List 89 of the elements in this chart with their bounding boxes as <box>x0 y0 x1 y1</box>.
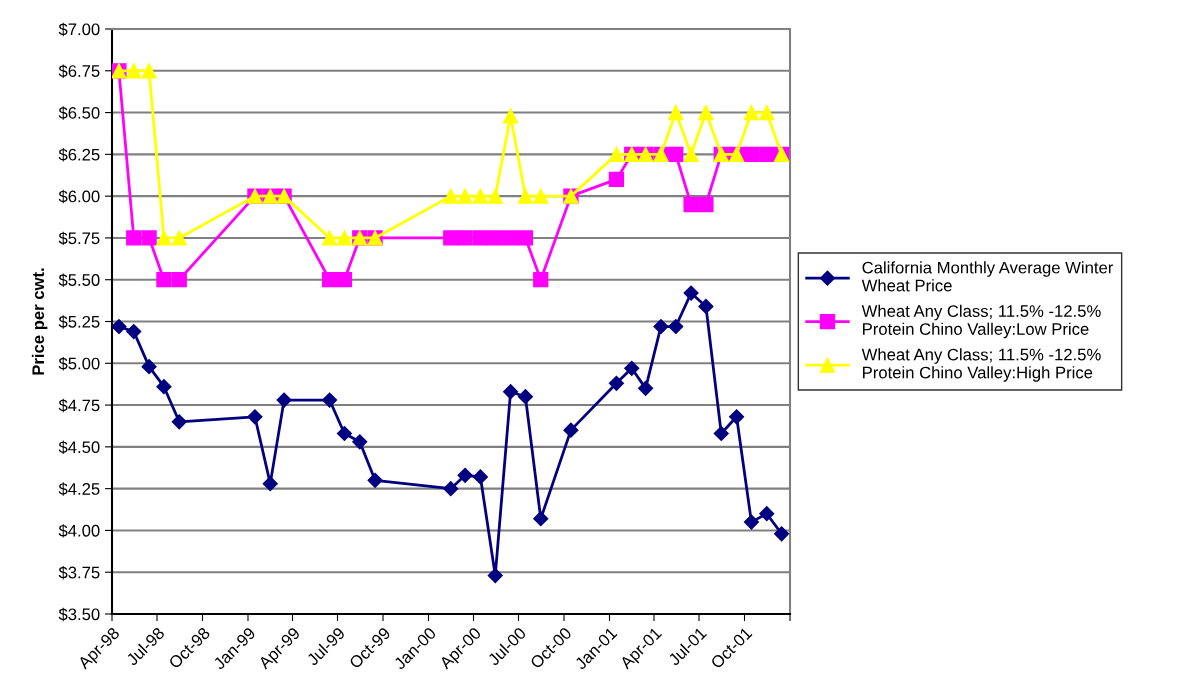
point <box>472 230 489 246</box>
y-tick-label: $7.00 <box>58 22 100 37</box>
legend-label: California Monthly Average Winter Wheat Price <box>861 261 1114 292</box>
point <box>608 375 624 391</box>
point <box>713 425 729 442</box>
point <box>457 230 473 246</box>
point <box>668 146 684 162</box>
point <box>321 272 338 288</box>
point <box>487 230 503 246</box>
point <box>443 230 459 246</box>
point <box>759 104 775 121</box>
point <box>563 422 579 438</box>
y-tick-label: $6.75 <box>58 64 100 78</box>
y-tick-label: $4.75 <box>58 398 100 413</box>
point <box>262 476 278 492</box>
point <box>352 434 368 450</box>
point <box>141 230 157 246</box>
point <box>171 414 187 430</box>
point <box>457 188 473 204</box>
point <box>502 108 519 124</box>
y-tick-label: $6.25 <box>58 148 100 162</box>
point <box>743 514 759 530</box>
y-tick-label: $4.25 <box>58 482 100 496</box>
point <box>443 481 459 497</box>
y-tick-label: $3.50 <box>58 607 100 622</box>
y-tick-label: $5.00 <box>58 356 100 371</box>
point <box>698 298 714 315</box>
point <box>729 409 745 425</box>
y-tick-label: $5.25 <box>58 315 100 329</box>
point <box>443 188 459 204</box>
point <box>322 392 338 408</box>
point <box>774 526 790 542</box>
y-tick-label: $3.75 <box>58 565 100 580</box>
point <box>247 409 263 425</box>
point <box>141 63 157 79</box>
point <box>112 318 127 335</box>
y-tick-label: $5.75 <box>58 231 100 246</box>
point <box>668 318 684 335</box>
point <box>624 360 640 376</box>
y-tick-label: $4.00 <box>58 524 100 538</box>
point <box>171 230 187 246</box>
point <box>517 389 533 405</box>
point <box>156 230 172 246</box>
point <box>141 359 157 375</box>
point <box>336 425 352 442</box>
legend-label: Wheat Any Class; 11.5% -12.5% Protein Chino Valley:High Price <box>861 348 1101 382</box>
point <box>653 318 669 335</box>
point <box>683 196 699 213</box>
point <box>156 272 172 288</box>
point <box>698 196 714 213</box>
point <box>638 380 654 396</box>
point <box>502 230 519 246</box>
point <box>759 506 775 522</box>
point <box>683 285 699 301</box>
point <box>503 384 519 400</box>
point <box>457 467 473 483</box>
point <box>367 472 383 488</box>
point <box>683 146 699 162</box>
point <box>743 104 760 121</box>
point <box>698 104 714 121</box>
point <box>336 230 353 246</box>
point <box>743 146 760 162</box>
point <box>533 188 549 204</box>
point <box>126 323 142 340</box>
point <box>126 230 142 246</box>
y-tick-label: $4.50 <box>58 440 100 455</box>
point <box>276 392 292 408</box>
point <box>336 272 353 288</box>
point <box>487 188 503 204</box>
point <box>517 230 534 246</box>
point <box>126 63 142 79</box>
point <box>517 188 534 204</box>
y-tick-label: $6.00 <box>58 189 100 204</box>
point <box>321 230 338 246</box>
point <box>472 469 488 485</box>
point <box>156 379 172 395</box>
point <box>472 188 489 204</box>
point <box>533 272 549 288</box>
point <box>171 272 187 288</box>
point <box>533 511 549 527</box>
point <box>759 146 775 162</box>
legend-label: Wheat Any Class; 11.5% -12.5% Protein Chino Valley:Low Price <box>861 304 1101 339</box>
point <box>668 104 684 121</box>
y-tick-label: $5.50 <box>58 273 100 287</box>
point <box>608 171 625 188</box>
y-tick-label: $6.50 <box>58 106 100 120</box>
point <box>487 567 503 584</box>
y-axis-title: Price per cwt. <box>31 268 48 375</box>
point <box>608 146 625 162</box>
